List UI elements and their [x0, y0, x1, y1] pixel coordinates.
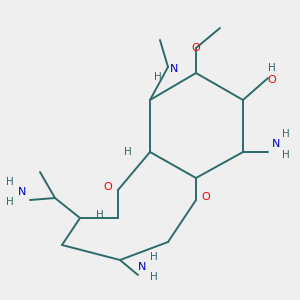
Text: N: N — [18, 187, 26, 197]
Text: N: N — [272, 139, 280, 149]
Text: H: H — [268, 63, 276, 73]
Text: H: H — [124, 147, 132, 157]
Text: H: H — [96, 210, 104, 220]
Text: O: O — [202, 192, 210, 202]
Text: N: N — [138, 262, 146, 272]
Text: H: H — [150, 272, 158, 282]
Text: O: O — [268, 75, 276, 85]
Text: H: H — [150, 252, 158, 262]
Text: H: H — [282, 129, 290, 139]
Text: O: O — [103, 182, 112, 192]
Text: H: H — [6, 197, 14, 207]
Text: O: O — [192, 43, 200, 53]
Text: H: H — [6, 177, 14, 187]
Text: N: N — [170, 64, 178, 74]
Text: H: H — [282, 150, 290, 160]
Text: H: H — [154, 72, 162, 82]
